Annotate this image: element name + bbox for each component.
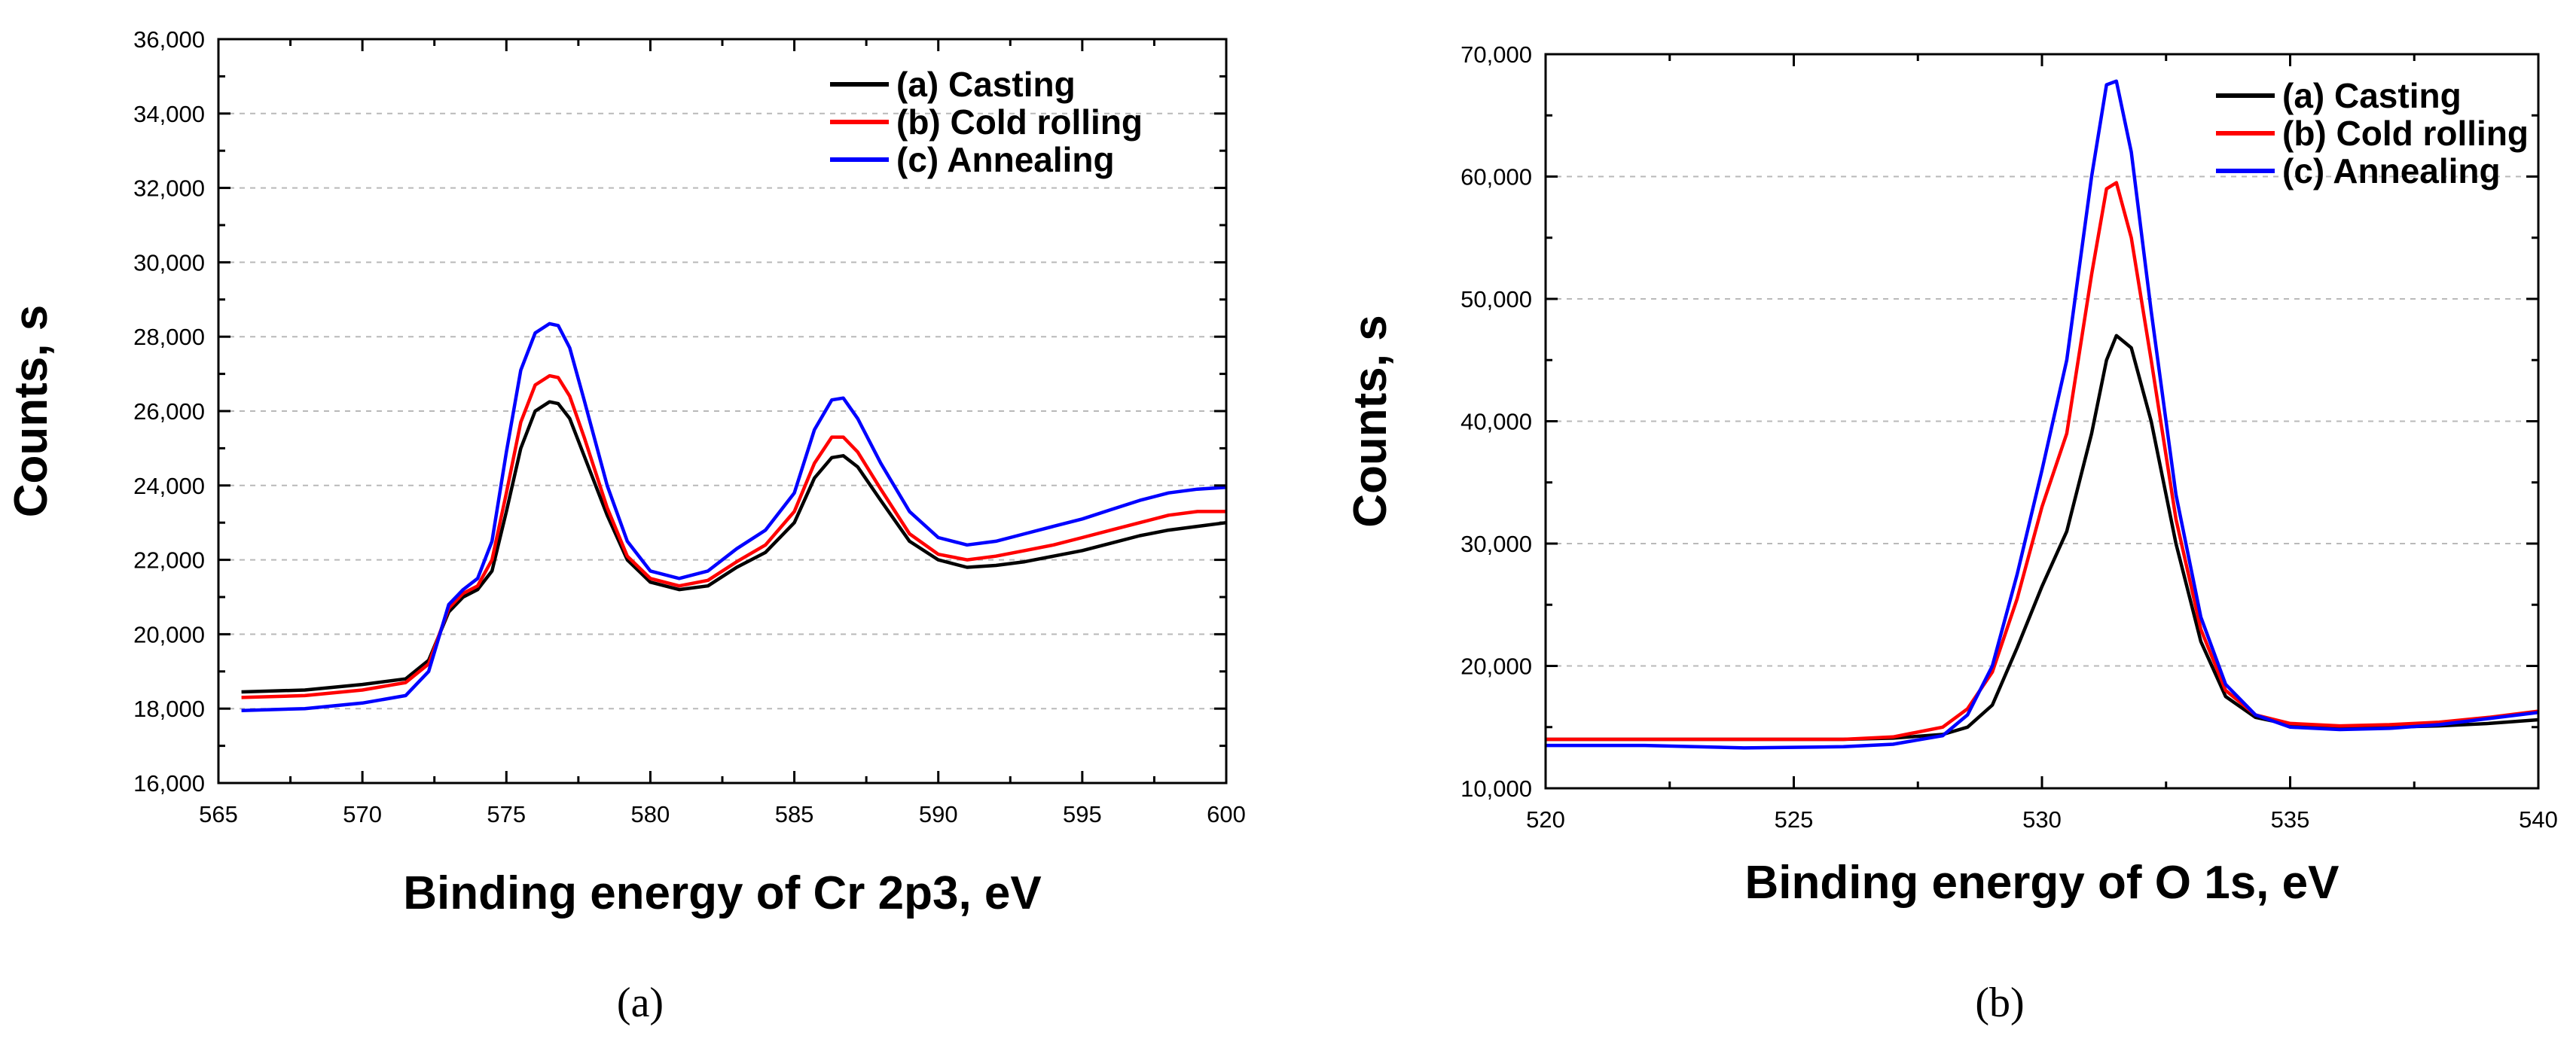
legend-label: (c) Annealing <box>2282 151 2501 190</box>
x-tick-label: 600 <box>1207 801 1246 827</box>
y-tick-label: 30,000 <box>133 249 205 276</box>
x-tick-label: 565 <box>199 801 238 827</box>
legend-label: (b) Cold rolling <box>896 102 1143 142</box>
series-line <box>1546 79 2539 750</box>
x-axis-title: Binding energy of O 1s, eV <box>1745 857 2339 909</box>
x-tick-label: 540 <box>2519 806 2558 833</box>
x-axis-title: Binding energy of Cr 2p3, eV <box>403 867 1041 919</box>
x-tick-label: 520 <box>1526 806 1565 833</box>
y-axis-title: Counts, s <box>5 305 57 517</box>
y-tick-label: 36,000 <box>133 26 205 53</box>
series-line <box>1546 181 2539 742</box>
y-tick-label: 10,000 <box>1460 775 1532 802</box>
y-tick-label: 40,000 <box>1460 409 1532 435</box>
y-tick-label: 22,000 <box>133 547 205 574</box>
y-tick-label: 60,000 <box>1460 164 1532 190</box>
y-tick-label: 32,000 <box>133 175 205 202</box>
x-tick-label: 530 <box>2022 806 2062 833</box>
y-tick-label: 28,000 <box>133 324 205 350</box>
y-axis-title: Counts, s <box>1344 315 1396 527</box>
y-tick-label: 70,000 <box>1460 41 1532 68</box>
x-tick-label: 575 <box>487 801 526 827</box>
series-line <box>241 400 1227 694</box>
x-tick-label: 585 <box>775 801 814 827</box>
x-tick-label: 570 <box>343 801 382 827</box>
y-tick-label: 20,000 <box>133 621 205 647</box>
y-tick-label: 26,000 <box>133 398 205 425</box>
legend-label: (a) Casting <box>2282 76 2462 115</box>
x-tick-label: 580 <box>631 801 670 827</box>
y-tick-label: 18,000 <box>133 696 205 722</box>
x-tick-label: 595 <box>1063 801 1102 827</box>
y-tick-label: 20,000 <box>1460 654 1532 680</box>
legend-label: (c) Annealing <box>896 140 1115 179</box>
chart-panel-a: 565 570 575 580 585 590 595 600 16,000 18,000 20,0… <box>5 26 1246 1026</box>
series-line <box>241 321 1227 712</box>
x-tick-label: 590 <box>919 801 958 827</box>
y-tick-label: 50,000 <box>1460 286 1532 312</box>
y-tick-label: 24,000 <box>133 473 205 499</box>
chart-panel-b: 520 525 530 535 540 10,000 20,000 30,000 40,000 5… <box>1344 41 2558 1026</box>
x-tick-label: 525 <box>1775 806 1814 833</box>
series-line <box>241 373 1226 699</box>
legend-label: (b) Cold rolling <box>2282 114 2529 153</box>
y-tick-label: 16,000 <box>133 770 205 797</box>
x-tick-label: 535 <box>2271 806 2310 833</box>
panel-label: (a) <box>617 980 664 1026</box>
panel-label: (b) <box>1975 980 2024 1026</box>
legend-label: (a) Casting <box>896 65 1076 104</box>
y-tick-label: 34,000 <box>133 101 205 127</box>
y-tick-label: 30,000 <box>1460 531 1532 557</box>
